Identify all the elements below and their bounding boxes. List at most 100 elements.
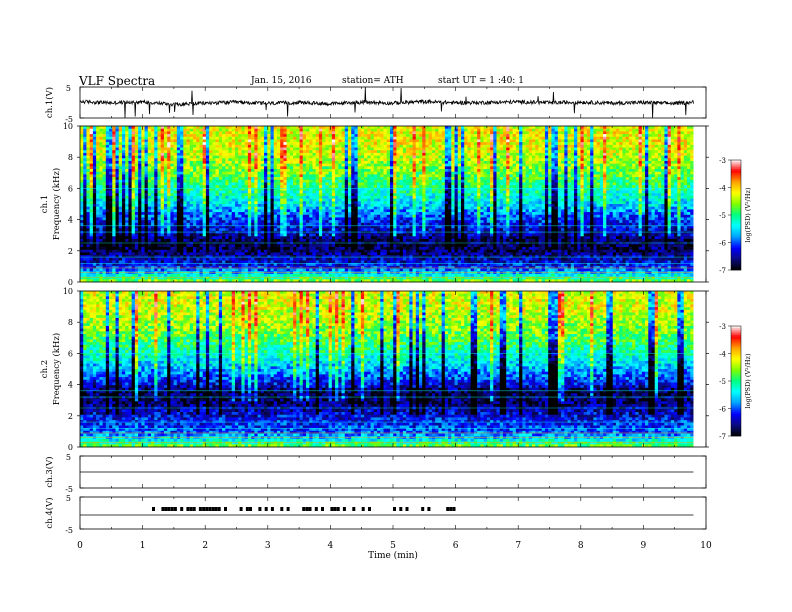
- ch1-spectrogram-ytick-label: 4: [68, 216, 73, 225]
- ch4-pulse-mark: [164, 507, 168, 511]
- ch1-spectrogram-colorbar-cell: [731, 172, 741, 175]
- ch2-spectrogram-channel-label: ch.2: [40, 360, 50, 378]
- ch1-spectrogram-colorbar-tick-label: -5: [719, 212, 726, 220]
- station-label: station= ATH: [342, 76, 404, 86]
- ch1-spectrogram-colorbar-cell: [731, 216, 741, 219]
- x-tick-label: 9: [641, 541, 647, 551]
- ch2-spectrogram-colorbar-cell: [731, 373, 741, 376]
- ch2-spectrogram-ytick-label: 0: [68, 443, 73, 452]
- ch1-spectrogram-colorbar-cell: [731, 200, 741, 203]
- ch2-spectrogram-colorbar-cell: [731, 337, 741, 340]
- ch2-spectrogram-colorbar-cell: [731, 434, 741, 437]
- ch1-spectrogram-colorbar-cell: [731, 255, 741, 258]
- ch4-pulse-mark: [249, 507, 252, 511]
- ch4-pulse-mark: [161, 507, 165, 511]
- ch4-pulse-mark: [280, 507, 284, 511]
- ch2-spectrogram-colorbar-tick-label: -7: [719, 433, 726, 441]
- ch2-spectrogram-colorbar-cell: [731, 388, 741, 391]
- ch1-spectrogram-colorbar-cell: [731, 198, 741, 201]
- ch2-spectrogram-colorbar-cell: [731, 362, 741, 365]
- x-tick-label: 6: [453, 541, 459, 551]
- ch1-spectrogram-colorbar-cell: [731, 237, 741, 240]
- ch3-waveform-ytick-bottom: -5: [65, 485, 73, 494]
- ch4-pulse-mark: [399, 507, 403, 511]
- ch2-spectrogram-colorbar-cell: [731, 368, 741, 371]
- ch1-spectrogram-colorbar-cell: [731, 202, 741, 205]
- ch1-spectrogram-colorbar-tick-label: -7: [719, 267, 726, 275]
- ch4-pulse-mark: [305, 507, 309, 511]
- ch1-spectrogram-colorbar-cell: [731, 253, 741, 256]
- ch1-spectrogram-ytick-label: 0: [68, 278, 73, 287]
- ch2-spectrogram-colorbar-cell: [731, 432, 741, 435]
- ch1-spectrogram-colorbar-cell: [731, 185, 741, 188]
- ch1-spectrogram-colorbar-cell: [731, 264, 741, 267]
- ch1-spectrogram-colorbar-cell: [731, 176, 741, 179]
- ch1-spectrogram-ytick-label: 2: [68, 247, 73, 256]
- ch4-pulse-mark: [192, 507, 196, 511]
- ch2-spectrogram-ytick-label: 10: [63, 287, 73, 296]
- ch2-spectrogram-colorbar-tick-label: -4: [719, 351, 726, 359]
- x-tick-label: 5: [390, 541, 396, 551]
- ch1-spectrogram-nodata: [693, 126, 706, 282]
- ch2-spectrogram-colorbar-cell: [731, 397, 741, 400]
- ch4-waveform-ylabel: ch.4(V): [44, 497, 55, 528]
- ch2-spectrogram-ytick-label: 6: [68, 349, 73, 358]
- ch1-spectrogram-colorbar-cell: [731, 161, 741, 164]
- ch1-spectrogram-colorbar-cell: [731, 218, 741, 221]
- ch4-pulse-mark: [336, 507, 340, 511]
- ch1-spectrogram-colorbar-cell: [731, 262, 741, 265]
- ch1-spectrogram-colorbar-cell: [731, 204, 741, 207]
- ch4-pulse-mark: [405, 507, 409, 511]
- ch4-pulse-mark: [205, 507, 209, 511]
- ch4-pulse-mark: [352, 507, 356, 511]
- ch2-spectrogram-colorbar-cell: [731, 392, 741, 395]
- ch1-spectrogram-colorbar-cell: [731, 249, 741, 252]
- ch2-spectrogram-colorbar-tick-label: -6: [719, 406, 726, 414]
- ch1-spectrogram-colorbar-cell: [731, 160, 741, 163]
- ch2-spectrogram-colorbar-cell: [731, 386, 741, 389]
- ch1-waveform-ylabel: ch.1(V): [44, 87, 55, 118]
- ch4-pulse-mark: [286, 507, 290, 511]
- ch1-spectrogram-colorbar-cell: [731, 207, 741, 210]
- ch2-spectrogram-colorbar-cell: [731, 404, 741, 407]
- ch1-spectrogram-ytick-label: 6: [68, 184, 73, 193]
- ch1-spectrogram-colorbar-cell: [731, 183, 741, 186]
- ch2-spectrogram-colorbar-cell: [731, 379, 741, 382]
- start-time-label: start UT = 1 :40: 1: [438, 76, 524, 86]
- ch4-pulse-mark: [239, 507, 243, 511]
- ch2-spectrogram-colorbar-cell: [731, 403, 741, 406]
- ch2-spectrogram-colorbar-cell: [731, 384, 741, 387]
- ch2-spectrogram-colorbar-cell: [731, 417, 741, 420]
- ch2-spectrogram-colorbar-cell: [731, 342, 741, 345]
- ch2-spectrogram-colorbar-cell: [731, 414, 741, 417]
- ch1-spectrogram-colorbar-cell: [731, 226, 741, 229]
- ch2-spectrogram-colorbar-cell: [731, 377, 741, 380]
- ch4-pulse-mark: [198, 507, 202, 511]
- ch1-spectrogram-colorbar-cell: [731, 180, 741, 183]
- ch4-waveform-frame: [79, 496, 707, 530]
- ch2-spectrogram-colorbar-cell: [731, 327, 741, 330]
- ch1-spectrogram-ytick-label: 8: [68, 153, 73, 162]
- ch4-waveform-ytick-top: 5: [66, 494, 71, 503]
- ch4-pulse-mark: [302, 507, 306, 511]
- ch4-pulse-mark: [170, 507, 174, 511]
- ch1-spectrogram-colorbar-label: log(PSD) (V²/Hz): [744, 187, 752, 242]
- ch1-spectrogram-colorbar-cell: [731, 231, 741, 234]
- ch2-spectrogram-colorbar-cell: [731, 381, 741, 384]
- ch1-waveform-trace: [79, 86, 694, 119]
- ch4-pulse-mark: [393, 507, 396, 511]
- x-tick-label: 7: [515, 541, 521, 551]
- ch2-spectrogram-colorbar-cell: [731, 430, 741, 433]
- ch1-spectrogram-colorbar-cell: [731, 182, 741, 185]
- ch1-spectrogram-colorbar-cell: [731, 246, 741, 249]
- date-label: Jan. 15, 2016: [251, 76, 312, 86]
- ch2-spectrogram-colorbar-cell: [731, 415, 741, 418]
- ch2-spectrogram-colorbar-cell: [731, 331, 741, 334]
- ch2-spectrogram-ytick-label: 2: [68, 412, 73, 421]
- ch1-spectrogram-colorbar-cell: [731, 167, 741, 170]
- ch1-spectrogram-colorbar-cell: [731, 213, 741, 216]
- ch2-spectrogram-colorbar-cell: [731, 349, 741, 352]
- ch1-spectrogram-colorbar-cell: [731, 196, 741, 199]
- ch1-spectrogram-colorbar-cell: [731, 215, 741, 218]
- ch2-spectrogram-nodata: [693, 291, 706, 447]
